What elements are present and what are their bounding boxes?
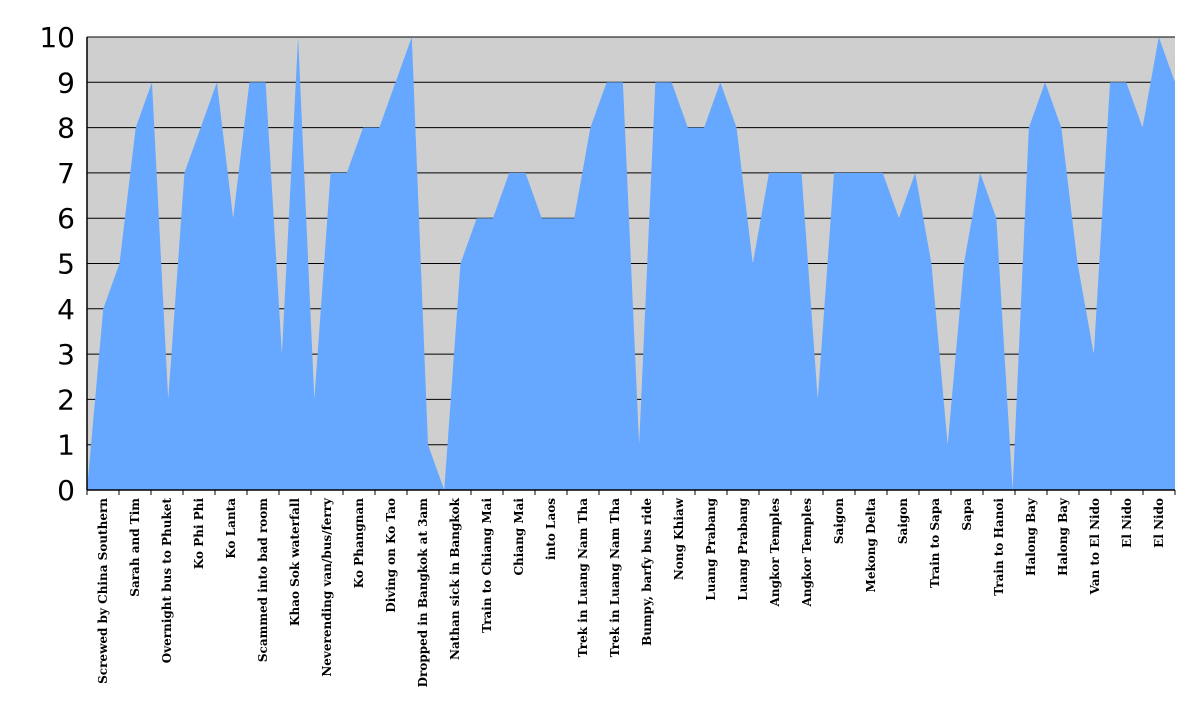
x-tick-label: Chiang Mai bbox=[512, 498, 526, 576]
x-tick-label: Saigon bbox=[896, 498, 910, 544]
x-tick-label: Nong Khiaw bbox=[672, 497, 686, 580]
x-tick-label: Trek in Luang Nam Tha bbox=[608, 498, 622, 657]
x-tick-label: Ko Phi Phi bbox=[192, 498, 206, 570]
x-tick-label: El Nido bbox=[1152, 498, 1166, 548]
x-tick-label: Dropped in Bangkok at 3am bbox=[416, 498, 430, 688]
y-tick-label: 8 bbox=[57, 112, 75, 145]
x-tick-label: into Laos bbox=[544, 498, 558, 560]
x-tick-label: Sapa bbox=[960, 498, 974, 531]
x-tick-label: Halong Bay bbox=[1024, 497, 1038, 576]
y-tick-label: 1 bbox=[57, 429, 75, 462]
y-tick-label: 9 bbox=[57, 66, 75, 99]
y-tick-label: 4 bbox=[57, 293, 75, 326]
x-tick-label: Van to El Nido bbox=[1088, 498, 1102, 595]
x-tick-label: Mekong Delta bbox=[864, 498, 878, 593]
x-tick-label: Khao Sok waterfall bbox=[288, 498, 302, 626]
x-tick-label: Luang Prabang bbox=[704, 497, 718, 600]
x-tick-label: Nathan sick in Bangkok bbox=[448, 497, 462, 660]
series-area bbox=[87, 37, 1175, 490]
x-tick-label: Angkor Temples bbox=[800, 498, 814, 608]
x-tick-label: Saigon bbox=[832, 498, 846, 544]
y-tick-label: 10 bbox=[39, 21, 75, 54]
x-tick-label: Train to Chiang Mai bbox=[480, 498, 494, 633]
x-tick-label: El Nido bbox=[1120, 498, 1134, 548]
x-tick-label: Ko Phangnan bbox=[352, 498, 366, 588]
x-tick-label: Scammed into bad room bbox=[256, 498, 270, 662]
x-tick-label: Train to Sapa bbox=[928, 498, 942, 588]
y-tick-label: 2 bbox=[57, 383, 75, 416]
x-tick-label: Diving on Ko Tao bbox=[384, 498, 398, 613]
x-axis-ticks: Screwed by China Southern Sarah and Tim Ov… bbox=[86, 490, 1176, 688]
x-tick-label: Sarah and Tim bbox=[128, 498, 142, 597]
x-tick-label: Overnight bus to Phuket bbox=[160, 498, 174, 664]
y-tick-label: 6 bbox=[57, 202, 75, 235]
y-tick-label: 7 bbox=[57, 157, 75, 190]
x-tick-label: Angkor Temples bbox=[768, 498, 782, 608]
y-tick-label: 5 bbox=[57, 248, 75, 281]
y-tick-label: 0 bbox=[57, 474, 75, 507]
x-tick-label: Train to Hanoi bbox=[992, 498, 1006, 596]
y-tick-label: 3 bbox=[57, 338, 75, 371]
x-tick-label: Bumpy, barfy bus ride bbox=[640, 498, 654, 646]
x-tick-label: Luang Prabang bbox=[736, 497, 750, 600]
y-axis-ticks: 0 1 2 3 4 5 6 7 8 9 10 bbox=[39, 21, 75, 507]
x-tick-label: Trek in Luang Nam Tha bbox=[576, 498, 590, 657]
x-tick-label: Ko Lanta bbox=[224, 498, 238, 559]
x-tick-label: Neverending van/bus/ferry bbox=[320, 497, 334, 677]
x-tick-label: Screwed by China Southern bbox=[96, 498, 110, 684]
x-tick-label: Halong Bay bbox=[1056, 497, 1070, 576]
